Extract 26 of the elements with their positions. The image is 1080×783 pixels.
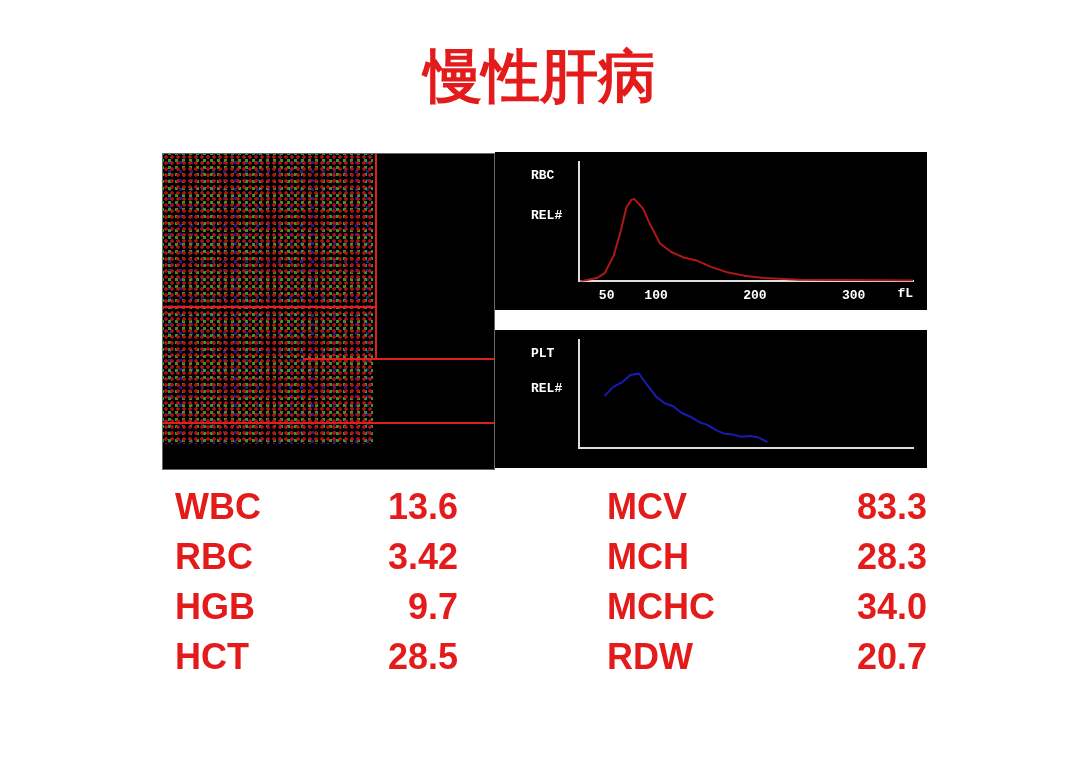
x-tick-label: 200 <box>743 288 767 304</box>
category-label: RDW <box>607 636 693 678</box>
x-axis-title: fL <box>897 285 914 301</box>
text: 28.3 <box>856 536 927 577</box>
y-axis-title: REL# <box>531 208 563 224</box>
text: 3.42 <box>387 536 458 577</box>
chart-title: PLT <box>531 346 555 362</box>
x-tick-label: 100 <box>644 288 668 304</box>
category-label: MCH <box>607 536 689 578</box>
category-label: MCHC <box>607 586 715 628</box>
text: 20.7 <box>856 636 927 677</box>
y-axis-title: REL# <box>531 380 563 396</box>
category-label: RBC <box>175 536 253 578</box>
x-tick-label: 300 <box>842 288 866 304</box>
text: 34.0 <box>856 586 927 627</box>
text: 13.6 <box>387 486 458 527</box>
chart-title: RBC <box>531 168 555 184</box>
category-label: HCT <box>175 636 249 678</box>
text: 28.5 <box>387 636 458 677</box>
x-tick-label: 50 <box>598 288 615 304</box>
category-label: MCV <box>607 486 687 528</box>
text: 83.3 <box>856 486 927 527</box>
category-label: HGB <box>175 586 255 628</box>
text: 慢性肝病 <box>420 41 657 112</box>
text: 9.7 <box>407 586 458 627</box>
category-label: WBC <box>175 486 261 528</box>
